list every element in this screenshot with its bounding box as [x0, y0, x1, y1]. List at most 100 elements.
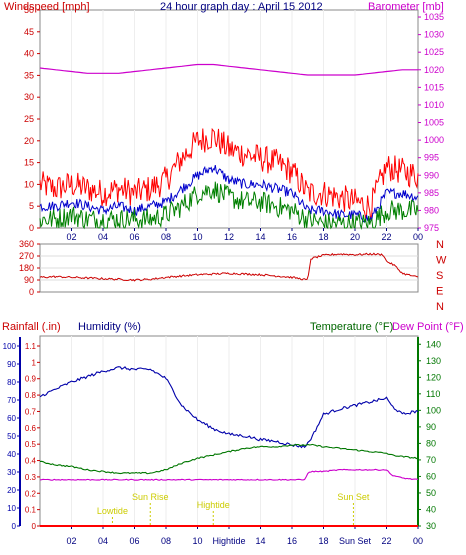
- bottom-time-tick-label: 22: [381, 536, 391, 546]
- temperature-tick-label: 130: [426, 356, 441, 366]
- temperature-tick-label: 40: [426, 504, 436, 514]
- temperature-tick-label: 120: [426, 372, 441, 382]
- wind-time-tick-label: 04: [98, 232, 108, 242]
- windspeed-tick-label: 15: [24, 158, 34, 168]
- wind-series: [39, 63, 419, 230]
- bottom-time-axis: 02 04 06 08 10 Hightide 14 16 18 Sun Set 22 00: [66, 526, 423, 546]
- barometer-tick-label: 1030: [424, 30, 444, 40]
- temperature-tick-label: 100: [426, 405, 441, 415]
- rainfall-tick-label: 0.2: [25, 489, 37, 498]
- rainfall-tick-label: 0.8: [25, 391, 37, 400]
- windspeed-tick-label: 25: [24, 114, 34, 124]
- wind-time-tick-label: 16: [287, 232, 297, 242]
- humidity-series-line: [39, 366, 419, 449]
- bottom-time-tick-label: 10: [192, 536, 202, 546]
- barometer-tick-label: 1010: [424, 100, 444, 110]
- barometer-tick-label: 1020: [424, 65, 444, 75]
- barometer-axis-label: Barometer [mb]: [368, 1, 444, 13]
- temperature-series-line: [39, 443, 419, 475]
- barometer-tick-label: 1035: [424, 12, 444, 22]
- humidity-tick-label: 90: [7, 360, 16, 369]
- compass-label: W: [436, 255, 447, 267]
- humidity-tick-label: 10: [7, 504, 16, 513]
- compass-label: N: [436, 239, 444, 251]
- rainfall-tick-label: 0.6: [25, 424, 37, 433]
- rainfall-tick-label: 0.4: [25, 457, 37, 466]
- bottom-time-tick-label: 02: [66, 536, 76, 546]
- bottom-time-tick-label: Sun Set: [339, 536, 372, 546]
- barometer-tick-label: 995: [424, 153, 439, 163]
- direction-panel-gridlines: [40, 255, 418, 281]
- barometer-tick-label: 975: [424, 223, 439, 233]
- wind-time-tick-label: 00: [413, 232, 423, 242]
- temperature-axis-label: Temperature (°F): [310, 321, 393, 333]
- direction-series-line: [39, 252, 419, 282]
- windspeed-tick-label: 5: [29, 201, 34, 211]
- windspeed-tick-label: 0: [29, 223, 34, 233]
- humidity-tick-label: 80: [7, 378, 16, 387]
- barometer-tick-label: 990: [424, 170, 439, 180]
- wind-time-tick-label: 12: [224, 232, 234, 242]
- compass-label: S: [436, 270, 443, 282]
- bottom-time-tick-label: 06: [129, 536, 139, 546]
- bottom-time-tick-label: 04: [98, 536, 108, 546]
- direction-tick-label: 0: [29, 287, 34, 297]
- wind-time-tick-label: 14: [255, 232, 265, 242]
- direction-degree-axis: 0 90 180 270 360: [19, 239, 40, 297]
- temperature-tick-label: 30: [426, 521, 436, 531]
- wind-time-tick-label: 18: [318, 232, 328, 242]
- windspeed-tick-label: 35: [24, 70, 34, 80]
- humidity-tick-label: 20: [7, 486, 16, 495]
- windspeed-tick-label: 50: [24, 5, 34, 15]
- min-series-line: [39, 181, 419, 230]
- windspeed-axis: 0 5 10 15 20 25 30 35 40 45 50: [24, 5, 40, 233]
- humidity-tick-label: 30: [7, 468, 16, 477]
- barometer-tick-label: 1025: [424, 47, 444, 57]
- bottom-time-tick-label: 18: [318, 536, 328, 546]
- temperature-tick-label: 140: [426, 339, 441, 349]
- humidity-tick-label: 40: [7, 450, 16, 459]
- bottom-time-tick-label: 16: [287, 536, 297, 546]
- annotation-label: Lowtide: [97, 506, 128, 516]
- direction-tick-label: 360: [19, 239, 34, 249]
- wind-time-tick-label: 06: [129, 232, 139, 242]
- direction-series: [39, 252, 419, 282]
- humidity-temperature-panel: Rainfall (.in) Humidity (%) Temperature …: [2, 321, 464, 546]
- rainfall-axis: 0 0.1 0.2 0.3 0.4 0.5 0.6 0.7 0.8 0.9 1 1.1: [25, 342, 40, 531]
- bottom-time-tick-label: 14: [255, 536, 265, 546]
- bottom-time-tick-label: 08: [161, 536, 171, 546]
- dewpoint-series-line: [39, 468, 419, 481]
- rainfall-tick-label: 1.1: [25, 342, 37, 351]
- barometer-tick-label: 985: [424, 188, 439, 198]
- wind-time-tick-label: 10: [192, 232, 202, 242]
- windspeed-tick-label: 45: [24, 27, 34, 37]
- gust-series-line: [39, 127, 419, 221]
- rainfall-tick-label: 0.5: [25, 440, 37, 449]
- direction-tick-label: 180: [19, 263, 34, 273]
- rainfall-tick-label: 0.9: [25, 375, 37, 384]
- temperature-tick-label: 60: [426, 471, 436, 481]
- barometer-axis: 975 980 985 990 995 1000 1005 1010 1015 1020 1025 1…: [418, 12, 444, 233]
- humidity-tick-label: 50: [7, 432, 16, 441]
- bottom-series: [39, 366, 419, 527]
- temperature-tick-label: 80: [426, 438, 436, 448]
- windspeed-axis-label: Windspeed [mph]: [4, 1, 90, 13]
- bottom-time-tick-label: Hightide: [212, 536, 245, 546]
- temperature-tick-label: 70: [426, 455, 436, 465]
- rainfall-tick-label: 0.3: [25, 473, 37, 482]
- rainfall-tick-label: 0.1: [25, 506, 37, 515]
- temperature-tick-label: 90: [426, 422, 436, 432]
- humidity-axis-label: Humidity (%): [78, 321, 141, 333]
- barometer-tick-label: 1005: [424, 118, 444, 128]
- barometer-tick-label: 1015: [424, 82, 444, 92]
- windspeed-tick-label: 10: [24, 179, 34, 189]
- bottom-panel-gridlines: [71, 336, 387, 526]
- direction-tick-label: 90: [24, 275, 34, 285]
- wind-time-tick-label: 08: [161, 232, 171, 242]
- humidity-tick-label: 70: [7, 396, 16, 405]
- dewpoint-axis-label: Dew Point (°F): [392, 321, 464, 333]
